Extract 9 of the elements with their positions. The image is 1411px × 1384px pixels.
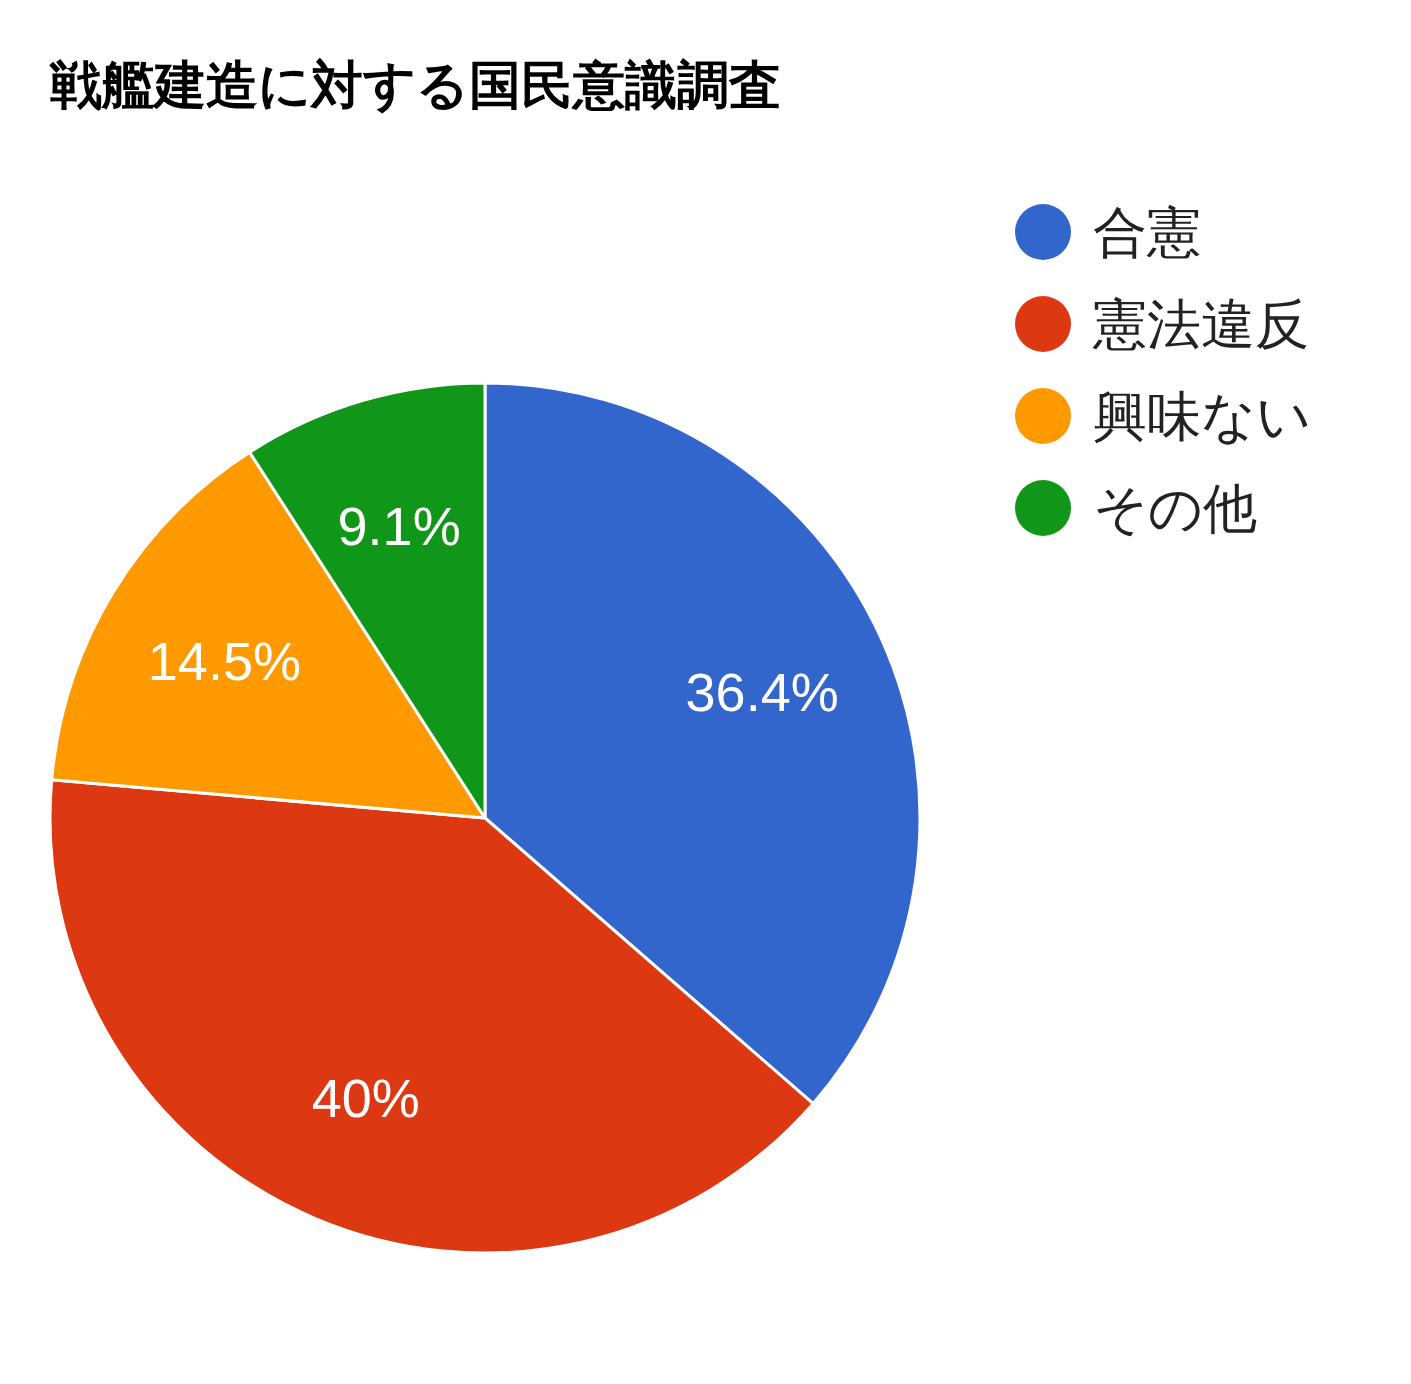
- data-label: 9.1%: [337, 495, 461, 556]
- data-label: 40%: [311, 1068, 420, 1129]
- data-label: 36.4%: [685, 661, 839, 722]
- legend-label: 合憲: [1093, 202, 1201, 262]
- legend-label: 憲法違反: [1092, 294, 1309, 354]
- chart-title: 戦艦建造に対する国民意識調査: [49, 56, 781, 114]
- data-label: 14.5%: [147, 630, 301, 691]
- legend-label: 興味ない: [1093, 386, 1311, 446]
- legend-label: その他: [1093, 478, 1257, 538]
